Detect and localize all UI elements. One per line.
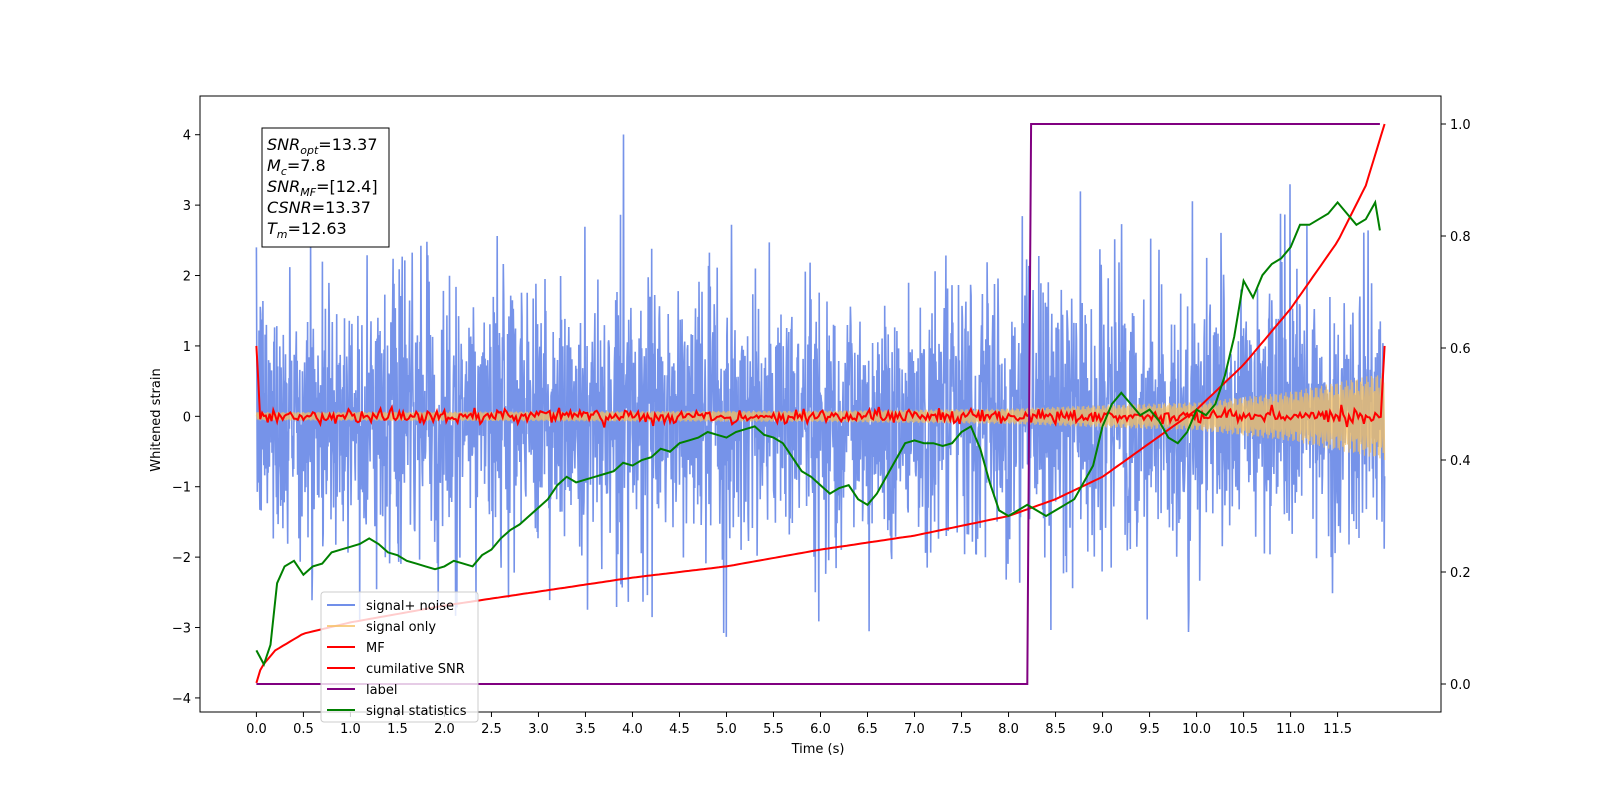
y2-tick-label: 0.6 [1450, 342, 1471, 357]
y-tick-label: 3 [183, 199, 191, 214]
series-signal-only [255, 373, 1386, 461]
x-tick-label: 3.5 [575, 722, 596, 737]
y2-tick-label: 0.0 [1450, 678, 1471, 693]
legend-label: signal+ noise [366, 599, 454, 614]
x-tick-label: 1.0 [340, 722, 361, 737]
y-tick-label: −1 [172, 481, 191, 496]
y2-tick-label: 0.4 [1450, 454, 1471, 469]
x-tick-label: 8.5 [1045, 722, 1066, 737]
info-box-line: SNRopt=13.37 [267, 135, 378, 157]
legend-frame [320, 591, 479, 723]
x-tick-label: 10.0 [1182, 722, 1211, 737]
x-tick-label: 4.5 [669, 722, 690, 737]
info-box-line: Mc=7.8 [267, 156, 326, 178]
x-tick-label: 2.0 [434, 722, 455, 737]
y-axis-title: Whitened strain [149, 368, 164, 471]
x-tick-label: 11.5 [1323, 722, 1352, 737]
x-tick-label: 9.5 [1139, 722, 1160, 737]
y-tick-label: 4 [183, 129, 191, 144]
x-tick-label: 6.5 [857, 722, 878, 737]
info-box-line: CSNR=13.37 [267, 198, 371, 217]
info-box-line: Tm=12.63 [267, 219, 347, 241]
y-tick-label: −2 [172, 551, 191, 566]
x-tick-label: 7.5 [951, 722, 972, 737]
info-box: SNRopt=13.37Mc=7.8SNRMF=[12.4]CSNR=13.37… [261, 127, 390, 248]
x-tick-label: 3.0 [528, 722, 549, 737]
x-tick-label: 8.0 [998, 722, 1019, 737]
y2-tick-label: 0.2 [1450, 566, 1471, 581]
x-tick-label: 2.5 [481, 722, 502, 737]
legend-label: MF [366, 641, 385, 656]
x-tick-label: 9.0 [1092, 722, 1113, 737]
series-label [256, 123, 1380, 685]
legend-label: signal statistics [366, 704, 467, 719]
y-tick-label: 2 [183, 270, 191, 285]
legend-label: signal only [366, 620, 436, 635]
y-tick-label: −3 [172, 622, 191, 637]
y-tick-label: −4 [172, 692, 191, 707]
y-tick-label: 0 [183, 410, 191, 425]
y2-tick-label: 1.0 [1450, 118, 1471, 133]
y-tick-label: 1 [183, 340, 191, 355]
x-tick-label: 1.5 [387, 722, 408, 737]
x-axis: 0.0 0.5 1.0 1.5 2.0 2.5 3.0 3.5 4.0 4.5 5.0 5.5 6.0 6… [246, 712, 1352, 737]
series-signal-statistics [255, 199, 1381, 667]
x-tick-label: 10.5 [1229, 722, 1258, 737]
y2-tick-label: 0.8 [1450, 230, 1471, 245]
x-tick-label: 5.5 [763, 722, 784, 737]
x-tick-label: 0.0 [246, 722, 267, 737]
legend-label: cumilative SNR [366, 662, 465, 677]
x-axis-title: Time (s) [791, 742, 845, 757]
x-tick-label: 0.5 [293, 722, 314, 737]
y-axis-left: 4 3 2 1 0 −1 −2 −3 −4 [172, 129, 200, 707]
x-tick-label: 6.0 [810, 722, 831, 737]
x-tick-label: 5.0 [716, 722, 737, 737]
x-tick-label: 7.0 [904, 722, 925, 737]
info-box-frame [261, 127, 390, 248]
legend-label: label [366, 683, 397, 698]
info-box-line: SNRMF=[12.4] [267, 177, 378, 199]
y-axis-right: 1.0 0.8 0.6 0.4 0.2 0.0 [1441, 118, 1471, 693]
legend: signal+ noise signal only MF cumilative SNR… [320, 591, 479, 723]
x-tick-label: 11.0 [1276, 722, 1305, 737]
x-tick-label: 4.0 [622, 722, 643, 737]
